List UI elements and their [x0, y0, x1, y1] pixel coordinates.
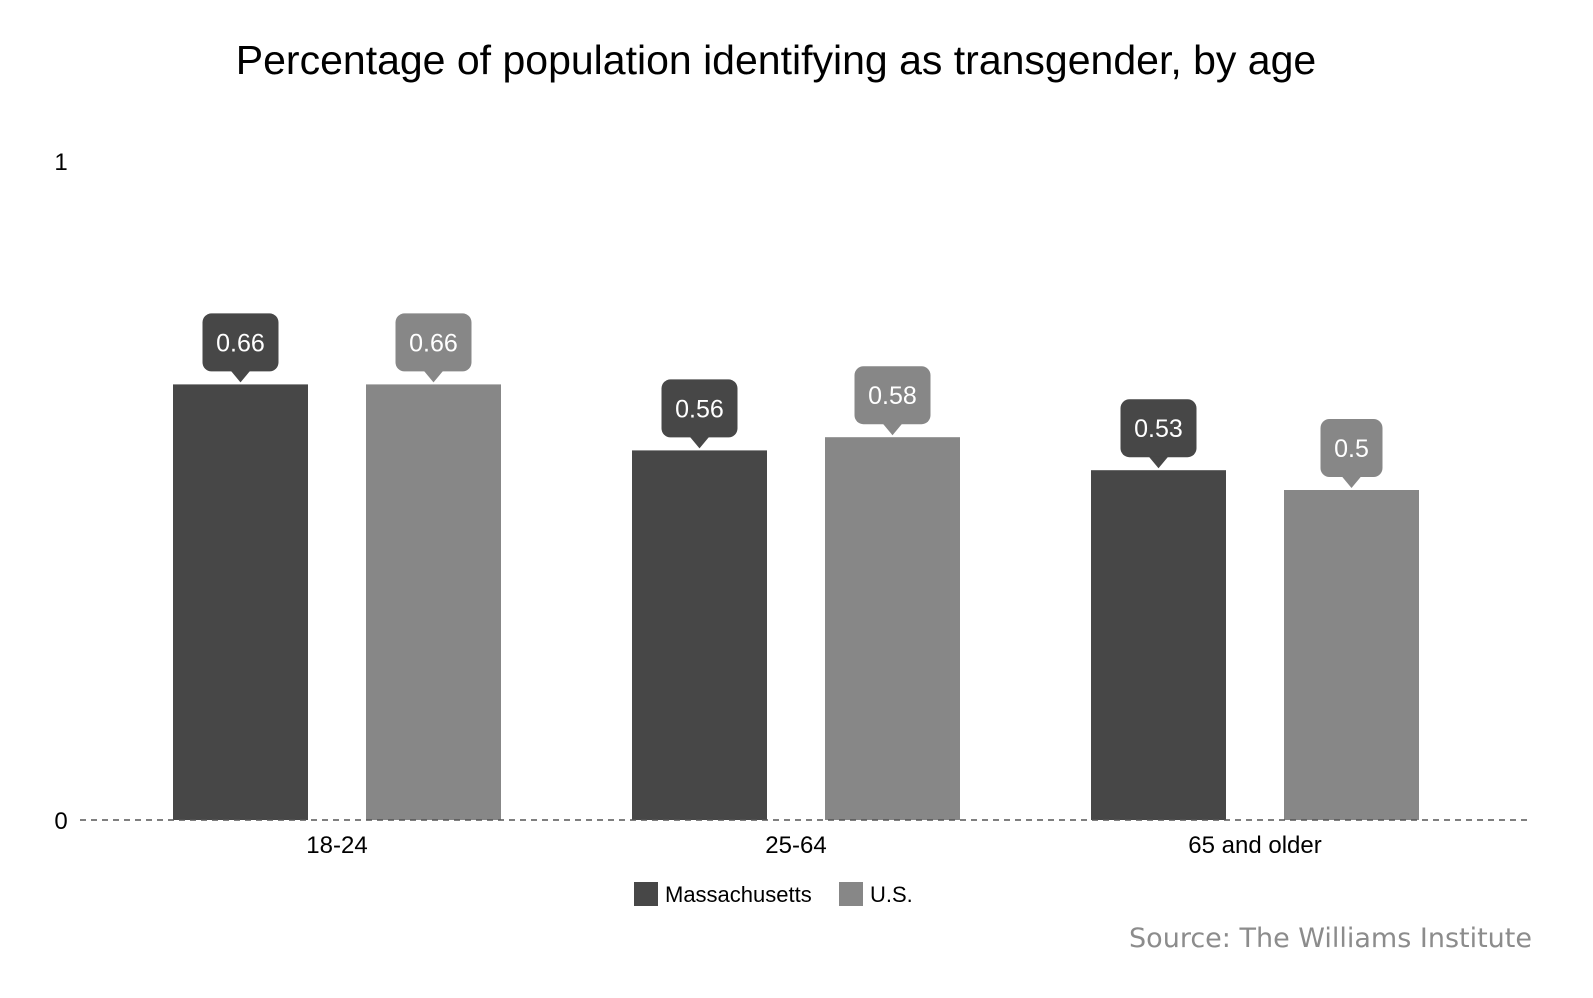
x-tick-label-65-and-older: 65 and older: [1188, 832, 1321, 859]
data-label-box: [1120, 399, 1197, 458]
legend-swatch-us: [839, 882, 863, 906]
bar-massachusetts-65-and-older: [1091, 470, 1226, 820]
bar-massachusetts-18-24: [173, 384, 308, 820]
data-label-box: [395, 313, 472, 372]
y-axis: 1 0: [54, 149, 67, 835]
legend-label-us: U.S.: [870, 882, 913, 907]
bar-u-s-18-24: [366, 384, 501, 820]
data-label-massachusetts-18-24: 0.66: [202, 313, 279, 383]
legend-swatch-massachusetts: [634, 882, 658, 906]
data-label-text: 0.5: [1334, 435, 1369, 463]
chart-title: Percentage of population identifying as …: [236, 37, 1316, 83]
legend: Massachusetts U.S.: [634, 882, 913, 907]
data-label-pointer: [1148, 456, 1169, 469]
data-label-text: 0.53: [1134, 415, 1183, 443]
data-label-text: 0.56: [675, 395, 724, 423]
y-tick-label-max: 1: [54, 149, 67, 176]
data-label-massachusetts-65-and-older: 0.53: [1120, 399, 1197, 469]
x-tick-label-18-24: 18-24: [306, 832, 367, 859]
data-label-text: 0.58: [868, 382, 917, 410]
data-label-box: [854, 366, 931, 425]
data-label-massachusetts-25-64: 0.56: [661, 379, 738, 449]
legend-label-massachusetts: Massachusetts: [665, 882, 812, 907]
bar-u-s-65-and-older: [1284, 490, 1419, 820]
data-label-box: [661, 379, 738, 438]
x-axis: 18-24 25-64 65 and older: [306, 832, 1321, 859]
x-tick-label-25-64: 25-64: [765, 832, 826, 859]
data-label-text: 0.66: [409, 329, 458, 357]
data-label-u-s-18-24: 0.66: [395, 313, 472, 383]
data-label-box: [1320, 419, 1383, 477]
y-tick-label-zero: 0: [54, 808, 67, 835]
bars-layer: [173, 384, 1419, 820]
data-labels-layer: 0.66 0.56 0.53 0.66 0.58 0.5: [202, 313, 1383, 488]
bar-massachusetts-25-64: [632, 450, 767, 820]
data-label-pointer: [1341, 476, 1362, 488]
data-label-pointer: [882, 423, 903, 436]
data-label-pointer: [689, 436, 710, 449]
data-label-pointer: [423, 370, 444, 383]
data-label-text: 0.66: [216, 329, 265, 357]
data-label-box: [202, 313, 279, 372]
data-label-u-s-25-64: 0.58: [854, 366, 931, 436]
bar-u-s-25-64: [825, 437, 960, 820]
data-label-pointer: [230, 370, 251, 383]
data-label-u-s-65-and-older: 0.5: [1320, 419, 1383, 488]
source-note: Source: The Williams Institute: [1129, 923, 1532, 954]
